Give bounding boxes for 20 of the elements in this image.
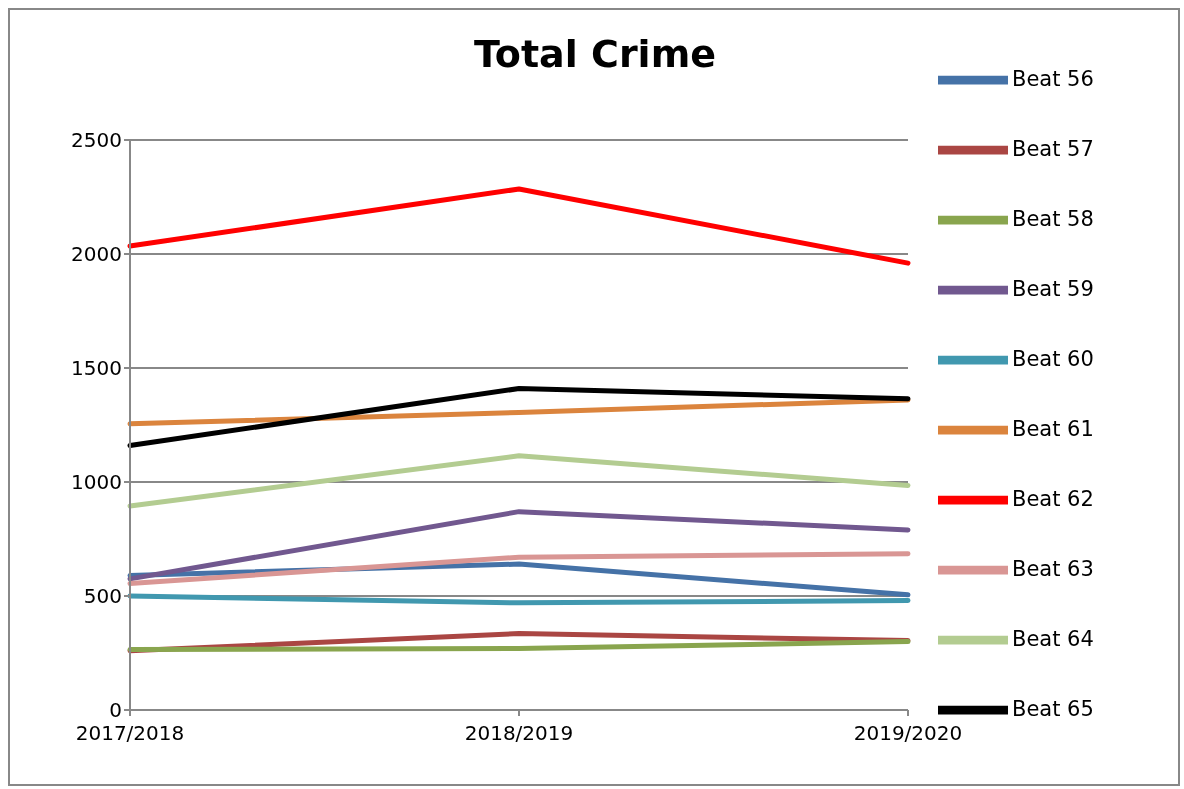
x-tick-label: 2019/2020 <box>853 721 963 746</box>
y-tick-label: 0 <box>109 698 122 723</box>
y-tick-label: 1500 <box>71 356 122 381</box>
legend-label: Beat 59 <box>1012 277 1094 301</box>
x-tick-label: 2018/2019 <box>464 721 574 746</box>
y-tick-label: 1000 <box>71 470 122 495</box>
legend-label: Beat 63 <box>1012 557 1094 581</box>
y-tick-label: 500 <box>83 584 122 609</box>
x-tick-label: 2017/2018 <box>75 721 185 746</box>
legend-label: Beat 61 <box>1012 417 1094 441</box>
legend-label: Beat 56 <box>1012 67 1094 91</box>
legend-label: Beat 62 <box>1012 487 1094 511</box>
legend-label: Beat 65 <box>1012 697 1094 721</box>
legend-label: Beat 57 <box>1012 137 1094 161</box>
legend-label: Beat 64 <box>1012 627 1094 651</box>
y-tick-label: 2500 <box>71 128 122 153</box>
chart-title: Total Crime <box>473 32 717 76</box>
legend-label: Beat 60 <box>1012 347 1094 371</box>
y-tick-label: 2000 <box>71 242 122 267</box>
legend-label: Beat 58 <box>1012 207 1094 231</box>
